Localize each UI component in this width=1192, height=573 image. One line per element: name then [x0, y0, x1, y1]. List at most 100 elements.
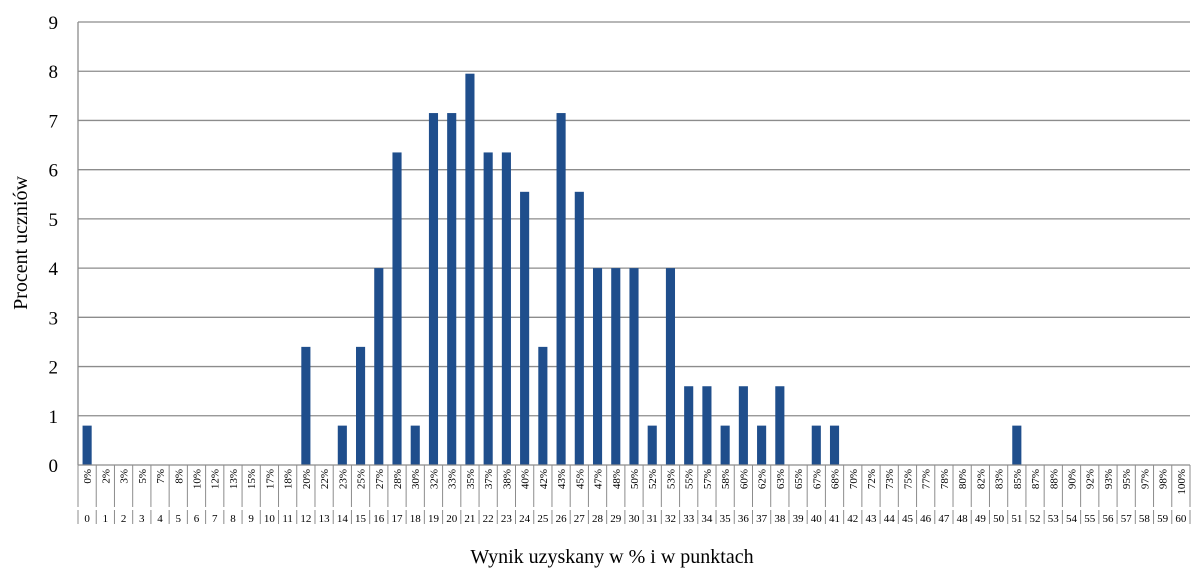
x-tick-label-percent: 48%	[611, 469, 623, 489]
x-tick-label-points: 36	[738, 513, 750, 525]
bar	[1012, 425, 1022, 465]
x-tick-label-points: 33	[683, 513, 695, 525]
x-tick-label-points: 27	[574, 513, 586, 525]
bars	[82, 73, 1022, 466]
gridlines	[78, 21, 1190, 417]
x-tick-label-points: 32	[665, 513, 676, 525]
x-tick-label-points: 48	[957, 513, 969, 525]
x-tick-label-points: 50	[993, 513, 1005, 525]
x-tick-label-percent: 85%	[1012, 469, 1024, 489]
x-tick-label-points: 39	[793, 513, 805, 525]
x-tick-label-points: 6	[194, 513, 200, 525]
x-tick-label-points: 49	[975, 513, 987, 525]
x-tick-label-points: 28	[592, 513, 604, 525]
bar	[611, 268, 621, 465]
bar	[483, 152, 493, 465]
bar	[428, 113, 439, 466]
x-tick-label-percent: 7%	[155, 469, 167, 484]
x-tick-label-points: 59	[1157, 513, 1169, 525]
x-tick-label-percent: 33%	[447, 469, 459, 489]
x-tick-label-points: 52	[1030, 513, 1041, 525]
bar	[520, 191, 530, 466]
x-tick-label-percent: 32%	[428, 469, 440, 489]
x-tick-label-points: 20	[446, 513, 458, 525]
x-tick-label-percent: 67%	[811, 469, 823, 489]
x-tick-label-points: 15	[355, 513, 367, 525]
x-tick-label-points: 46	[920, 513, 932, 525]
x-tick-label-percent: 38%	[501, 469, 513, 489]
x-tick-label-points: 19	[428, 513, 440, 525]
x-tick-label-percent: 62%	[757, 469, 769, 489]
x-tick-label-points: 40	[811, 513, 823, 525]
x-tick-label-percent: 70%	[848, 469, 860, 489]
x-tick-label-percent: 58%	[720, 469, 732, 489]
x-tick-label-points: 56	[1102, 513, 1114, 525]
y-tick-label: 6	[49, 161, 59, 182]
y-tick-label: 4	[49, 259, 59, 280]
y-tick-label: 7	[49, 111, 59, 132]
x-tick-label-percent: 95%	[1121, 469, 1133, 489]
bar	[538, 346, 548, 465]
x-tick-label-percent: 63%	[775, 469, 787, 489]
bar	[501, 152, 511, 465]
bar	[738, 386, 748, 465]
x-tick-label-points: 54	[1066, 513, 1078, 525]
y-tick-label: 5	[49, 210, 59, 231]
x-tick-labels: 0% 2% 3% 5% 7% 8% 10% 12% 13% 15% 17% 18% 20% 22% 23% 2…	[82, 469, 1188, 525]
x-tick-label-percent: 78%	[939, 469, 951, 489]
x-tick-label-percent: 75%	[902, 469, 914, 489]
x-tick-label-points: 23	[501, 513, 513, 525]
x-tick-label-percent: 92%	[1085, 469, 1097, 489]
x-tick-label-percent: 5%	[137, 469, 149, 484]
x-tick-label-points: 3	[139, 513, 145, 525]
bar	[465, 73, 475, 465]
x-tick-label-points: 22	[483, 513, 494, 525]
x-tick-label-percent: 35%	[465, 469, 477, 489]
x-tick-label-percent: 25%	[356, 469, 368, 489]
x-tick-label-percent: 52%	[647, 469, 659, 489]
x-tick-label-percent: 8%	[173, 469, 185, 484]
bar	[647, 425, 657, 465]
x-tick-label-percent: 17%	[264, 469, 276, 489]
x-tick-label-points: 31	[647, 513, 658, 525]
bar	[410, 425, 420, 465]
x-tick-label-points: 16	[373, 513, 385, 525]
x-tick-label-percent: 3%	[119, 469, 131, 484]
bar	[829, 425, 840, 465]
x-tick-label-points: 47	[938, 513, 950, 525]
x-axis-title: Wynik uzyskany w % i w punktach	[470, 546, 753, 568]
x-tick-label-points: 7	[212, 513, 218, 525]
x-tick-label-percent: 13%	[228, 469, 240, 489]
x-tick-label-percent: 15%	[246, 469, 258, 489]
x-tick-label-percent: 98%	[1158, 469, 1170, 489]
bar	[337, 425, 347, 465]
x-tick-label-percent: 82%	[975, 469, 987, 489]
bar	[374, 268, 384, 465]
x-tick-label-points: 44	[884, 513, 896, 525]
x-tick-label-percent: 60%	[738, 469, 750, 489]
bar	[447, 113, 457, 466]
x-tick-label-points: 43	[865, 513, 877, 525]
bar	[301, 346, 311, 465]
x-tick-label-percent: 57%	[702, 469, 714, 489]
x-tick-label-percent: 90%	[1067, 469, 1079, 489]
x-tick-label-points: 21	[464, 513, 475, 525]
y-axis-title: Procent uczniów	[10, 176, 32, 310]
bar	[574, 191, 584, 466]
x-tick-label-points: 24	[519, 513, 531, 525]
x-tick-label-percent: 30%	[410, 469, 422, 489]
x-tick-label-points: 58	[1139, 513, 1151, 525]
y-tick-label: 8	[49, 62, 59, 83]
bar	[665, 268, 676, 465]
x-tick-label-points: 41	[829, 513, 840, 525]
x-tick-label-points: 1	[103, 513, 109, 525]
x-tick-label-percent: 73%	[884, 469, 896, 489]
x-tick-label-percent: 65%	[793, 469, 805, 489]
x-tick-label-percent: 45%	[574, 469, 586, 489]
bar	[720, 425, 730, 465]
x-tick-label-percent: 42%	[538, 469, 550, 489]
x-tick-label-points: 55	[1084, 513, 1096, 525]
x-tick-label-percent: 97%	[1139, 469, 1151, 489]
x-tick-label-points: 12	[300, 513, 311, 525]
